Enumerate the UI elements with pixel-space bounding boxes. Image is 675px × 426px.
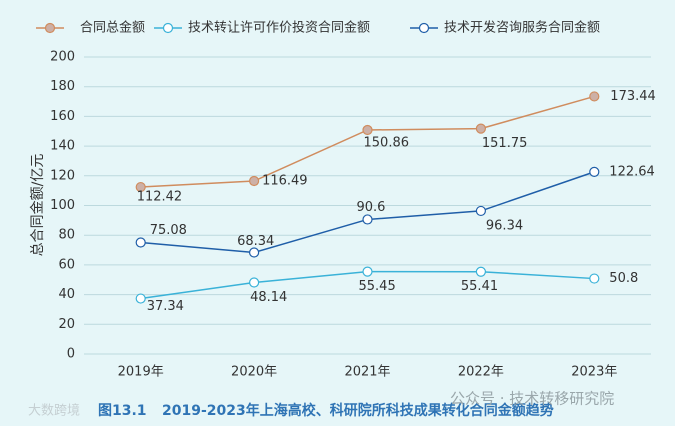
y-tick-label: 180 — [50, 79, 75, 94]
caption: 2019-2023年上海高校、科研院所科技成果转化合同金额趋势 — [162, 402, 554, 419]
x-tick-label: 2021年 — [344, 365, 390, 380]
legend-marker — [162, 22, 174, 34]
y-tick-label: 140 — [50, 139, 75, 154]
legend-label: 技术转让许可作价投资合同金额 — [188, 20, 370, 36]
data-label: 68.34 — [237, 234, 274, 249]
y-tick-label: 200 — [50, 50, 75, 65]
data-point — [589, 273, 600, 284]
legend-label: 合同总金额 — [80, 20, 145, 36]
y-tick-label: 80 — [58, 228, 75, 243]
data-point — [589, 166, 600, 177]
data-point — [135, 293, 146, 304]
data-label: 150.86 — [364, 135, 410, 150]
data-label: 55.45 — [359, 279, 396, 294]
data-label: 112.42 — [137, 190, 183, 205]
data-label: 37.34 — [147, 299, 184, 314]
legend-marker — [44, 22, 56, 34]
watermark: 公众号 · 技术转移研究院 — [450, 390, 614, 408]
data-label: 116.49 — [262, 174, 308, 189]
data-label: 75.08 — [150, 223, 187, 238]
data-label: 55.41 — [461, 279, 498, 294]
data-label: 96.34 — [486, 218, 523, 233]
data-point — [589, 91, 600, 102]
x-tick-label: 2022年 — [458, 365, 504, 380]
data-label: 173.44 — [610, 89, 656, 104]
x-tick-label: 2020年 — [231, 365, 277, 380]
data-point — [475, 123, 486, 134]
figure-label: 图13.1 — [98, 403, 147, 419]
data-point — [249, 277, 260, 288]
data-point — [475, 266, 486, 277]
x-tick-label: 2023年 — [571, 365, 617, 380]
data-label: 151.75 — [482, 136, 528, 151]
data-point — [362, 124, 373, 136]
data-point — [135, 237, 146, 248]
legend-label: 技术开发咨询服务合同金额 — [444, 20, 600, 36]
y-tick-label: 100 — [50, 198, 75, 213]
y-tick-label: 20 — [58, 317, 75, 332]
watermark: 大数跨境 — [28, 404, 80, 419]
data-point — [362, 266, 373, 277]
y-tick-label: 40 — [58, 287, 75, 302]
data-point — [135, 181, 146, 193]
x-tick-label: 2019年 — [118, 365, 164, 380]
data-point — [475, 205, 486, 217]
data-label: 50.8 — [609, 271, 638, 286]
data-label: 48.14 — [250, 290, 287, 305]
y-tick-label: 60 — [58, 257, 75, 272]
data-label: 122.64 — [609, 164, 655, 179]
y-axis-label: 总合同金额/亿元 — [30, 154, 46, 257]
y-tick-label: 0 — [67, 347, 75, 362]
y-tick-label: 120 — [50, 168, 75, 183]
y-tick-label: 160 — [50, 109, 75, 124]
data-point — [249, 175, 260, 187]
data-point — [362, 214, 373, 225]
data-point — [249, 247, 260, 258]
legend-marker — [418, 22, 430, 34]
data-label: 90.6 — [357, 200, 386, 215]
